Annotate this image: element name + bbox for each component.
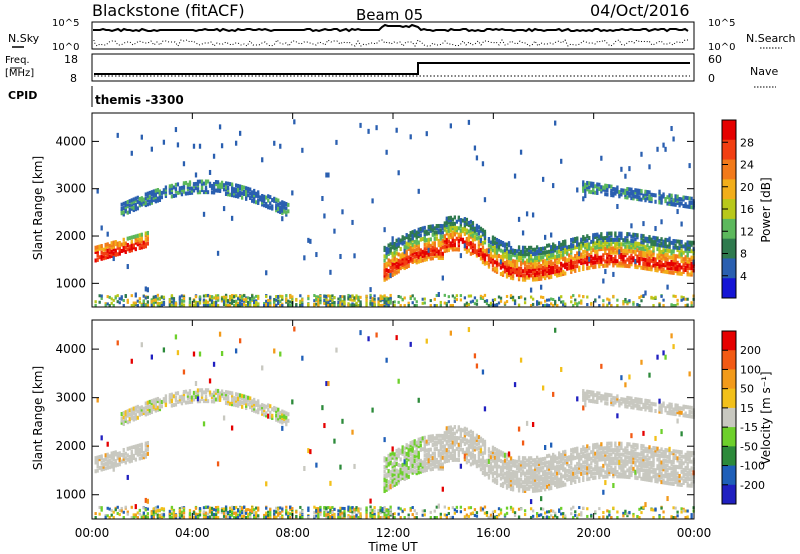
cpid-panel: CPID themis -3300 <box>8 86 184 107</box>
y-tick-label: 3000 <box>55 182 86 196</box>
colorbar-tick-label: 20 <box>740 181 754 194</box>
y-tick-label: 4000 <box>55 342 86 356</box>
colorbar-tick-label: 12 <box>740 225 754 238</box>
velocity-panel: 4000 3000 2000 1000 Slant Range [km] 200 100… <box>31 319 773 520</box>
velocity-y-label: Slant Range [km] <box>31 366 45 470</box>
y-tick-label: 1000 <box>55 276 86 290</box>
colorbar-tick-label: 24 <box>740 159 754 172</box>
y-tick-label: 1000 <box>55 488 86 502</box>
velocity-colorbar: 200 100 50 15 -15 -50 -100 -200 <box>721 330 765 505</box>
x-tick-label: 04:00 <box>175 526 210 540</box>
freq-series <box>94 62 690 75</box>
colorbar-tick-label: 15 <box>740 402 754 415</box>
x-tick-label: 20:00 <box>576 526 611 540</box>
freq-tick-bottom: 8 <box>70 72 77 85</box>
power-y-ticks: 4000 3000 2000 1000 <box>55 134 694 290</box>
y-tick-label: 4000 <box>55 134 86 148</box>
y-tick-label: 2000 <box>55 229 86 243</box>
power-colorbar-label: Power [dB] <box>759 177 773 242</box>
freq-panel: Freq. [MHz] 18 8 60 0 Nave <box>5 53 778 88</box>
freq-tick-top: 18 <box>64 53 78 66</box>
colorbar-tick-label: -15 <box>740 421 758 434</box>
colorbar-tick-label: 4 <box>740 270 747 283</box>
colorbar-tick-label: 8 <box>740 248 747 261</box>
x-tick-label: 00:00 <box>677 526 712 540</box>
nave-label: Nave <box>750 65 778 78</box>
colorbar-tick-label: -100 <box>740 460 765 473</box>
nave-tick-top: 60 <box>708 53 722 66</box>
y-tick-label: 3000 <box>55 391 86 405</box>
nave-tick-bottom: 0 <box>708 72 715 85</box>
x-tick-label: 08:00 <box>275 526 310 540</box>
colorbar-tick-label: 16 <box>740 203 754 216</box>
colorbar-tick-label: 28 <box>740 136 754 149</box>
cpid-label: CPID <box>8 89 37 102</box>
date-title: 04/Oct/2016 <box>590 1 690 20</box>
x-tick-label: 00:00 <box>75 526 110 540</box>
velocity-cells <box>94 326 695 519</box>
power-colorbar: 28 24 20 16 12 8 4 <box>721 119 754 299</box>
velocity-y-ticks: 4000 3000 2000 1000 <box>55 342 694 502</box>
nsearch-tick-bottom: 10^0 <box>708 42 735 53</box>
colorbar-tick-label: 200 <box>740 344 761 357</box>
colorbar-tick-label: 50 <box>740 383 754 396</box>
nsky-series <box>93 23 689 33</box>
y-tick-label: 2000 <box>55 439 86 453</box>
nsky-panel: N.Sky 10^5 10^0 10^5 10^0 N.Search <box>8 18 796 53</box>
colorbar-tick-label: 100 <box>740 363 761 376</box>
nsearch-series <box>93 39 688 47</box>
colorbar-tick-label: -50 <box>740 440 758 453</box>
station-title: Blackstone (fitACF) <box>92 1 245 20</box>
power-panel: 4000 3000 2000 1000 Slant Range [km] 28 24 20… <box>31 112 773 308</box>
beam-title: Beam 05 <box>356 6 423 24</box>
x-axis-label: Time UT <box>367 540 418 554</box>
power-cells <box>94 119 695 307</box>
cpid-text: themis -3300 <box>95 93 184 107</box>
freq-unit: [MHz] <box>5 68 34 79</box>
freq-label: Freq. <box>5 55 30 66</box>
x-tick-label: 16:00 <box>476 526 511 540</box>
x-tick-label: 12:00 <box>376 526 411 540</box>
nsearch-label: N.Search <box>746 32 796 45</box>
nsky-tick-top: 10^5 <box>52 18 79 29</box>
nsky-label: N.Sky <box>8 32 40 45</box>
nsearch-tick-top: 10^5 <box>708 18 735 29</box>
x-axis-ticks: 00:00 04:00 08:00 12:00 16:00 20:00 00:00 <box>75 113 712 540</box>
power-y-label: Slant Range [km] <box>31 156 45 260</box>
velocity-colorbar-label: Velocity [m s⁻¹] <box>759 371 773 464</box>
colorbar-tick-label: -200 <box>740 479 765 492</box>
nsky-tick-bottom: 10^0 <box>52 42 79 53</box>
